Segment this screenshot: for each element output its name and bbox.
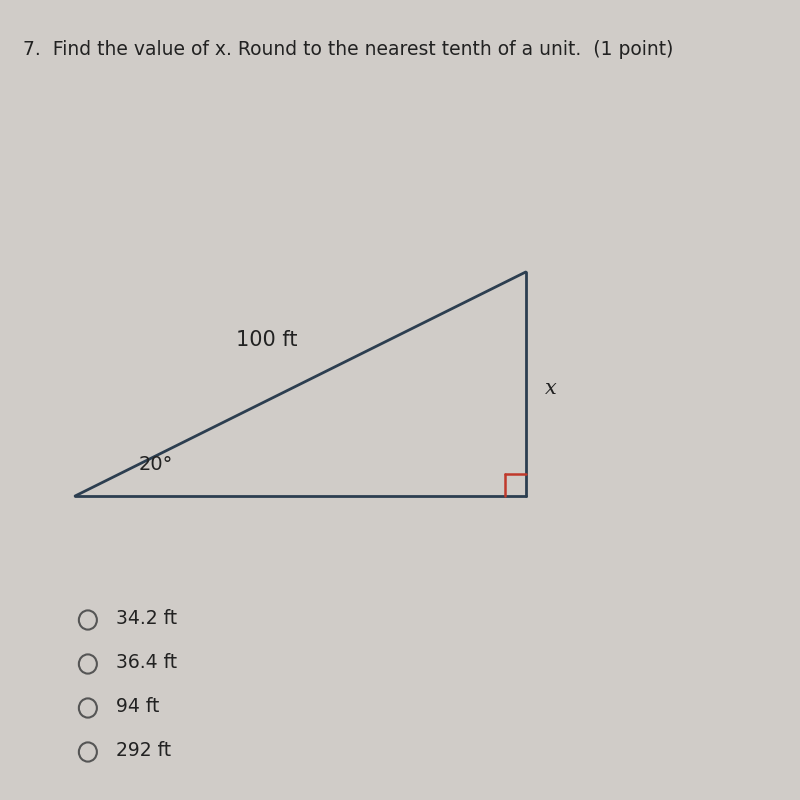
Text: 34.2 ft: 34.2 ft xyxy=(117,609,178,628)
Text: 100 ft: 100 ft xyxy=(236,330,298,350)
Text: x: x xyxy=(545,378,556,398)
Text: 292 ft: 292 ft xyxy=(117,741,171,760)
Text: 7.  Find the value of x. Round to the nearest tenth of a unit.  (1 point): 7. Find the value of x. Round to the nea… xyxy=(22,40,673,59)
Text: 94 ft: 94 ft xyxy=(117,697,160,716)
Text: 20°: 20° xyxy=(139,454,174,474)
Text: 36.4 ft: 36.4 ft xyxy=(117,653,178,672)
